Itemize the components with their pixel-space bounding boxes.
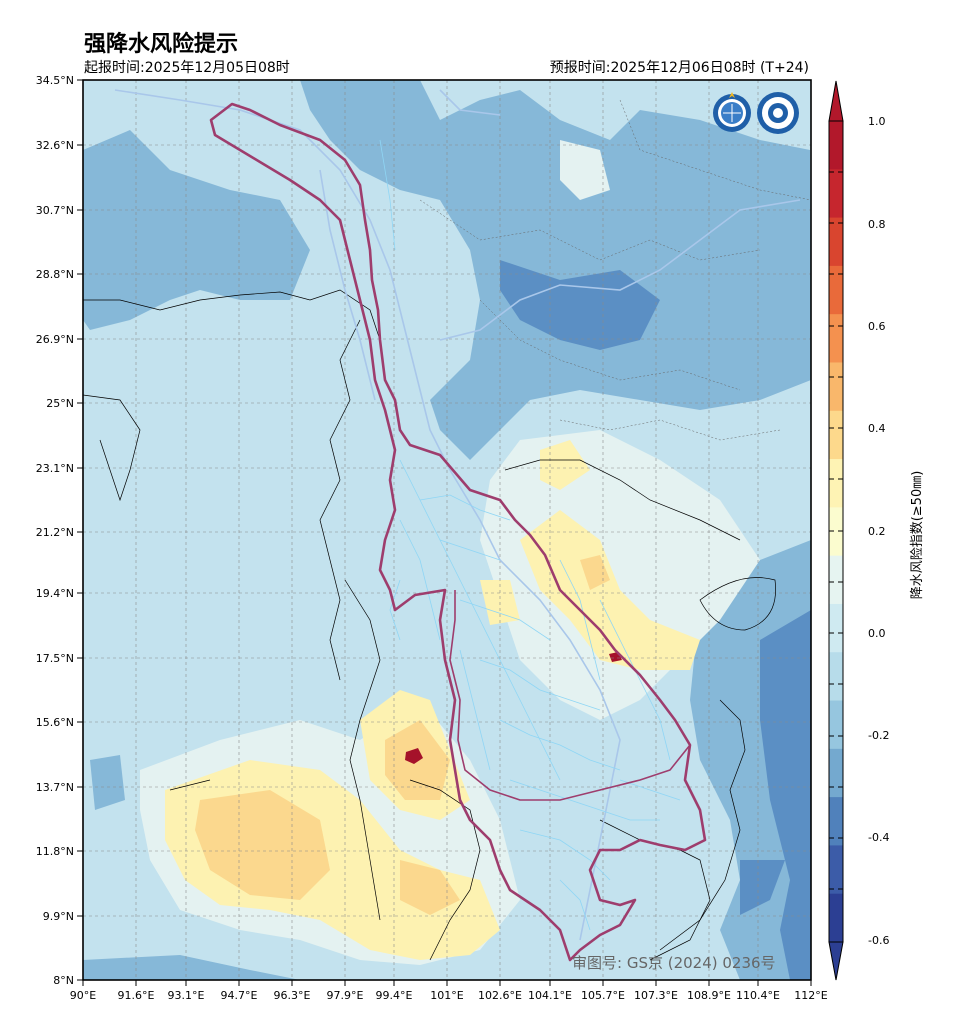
colorbar-segment xyxy=(829,459,843,508)
colorbar-segment xyxy=(829,652,843,702)
lat-label: 34.5°N xyxy=(36,74,74,87)
gridlines xyxy=(83,80,811,980)
colorbar-tick-label: 0.8 xyxy=(868,218,886,231)
colorbar-segment xyxy=(829,410,843,460)
lat-label: 13.7°N xyxy=(36,781,74,794)
colorbar-tick-label: -0.2 xyxy=(868,729,889,742)
lon-label: 104.1°E xyxy=(528,989,572,1002)
lat-label: 26.9°N xyxy=(36,333,74,346)
colorbar-segment xyxy=(829,314,843,363)
colorbar-segment xyxy=(829,362,843,412)
lon-label: 99.4°E xyxy=(376,989,413,1002)
valid-time: 预报时间:2025年12月06日08时 (T+24) xyxy=(549,60,809,76)
basin-boundary xyxy=(209,102,707,962)
lat-label: 15.6°N xyxy=(36,716,74,729)
lon-label: 90°E xyxy=(70,989,96,1002)
lat-label: 11.8°N xyxy=(36,845,74,858)
colorbar-segment xyxy=(829,121,843,170)
wmo-emblem-icon xyxy=(713,92,751,132)
colorbar-tick-label: -0.4 xyxy=(868,831,889,844)
lat-label: 9.9°N xyxy=(43,910,74,923)
lon-label: 105.7°E xyxy=(581,989,625,1002)
map-title: 强降水风险提示 xyxy=(84,32,239,57)
lat-label: 17.5°N xyxy=(36,652,74,665)
lon-label: 112°E xyxy=(794,989,827,1002)
colorbar-tick-label: 0.6 xyxy=(868,320,886,333)
lon-label: 102.6°E xyxy=(478,989,522,1002)
lat-label: 30.7°N xyxy=(36,204,74,217)
colorbar-segment xyxy=(829,700,843,750)
lat-label: 28.8°N xyxy=(36,268,74,281)
lon-label: 94.7°E xyxy=(221,989,258,1002)
colorbar xyxy=(828,80,844,981)
cma-emblem-icon xyxy=(757,92,799,134)
colorbar-segment xyxy=(829,169,843,219)
colorbar-segment xyxy=(829,217,843,267)
elevated-risk-zones xyxy=(195,555,610,915)
lat-label: 21.2°N xyxy=(36,526,74,539)
colorbar-tick-label: 0.2 xyxy=(868,525,886,538)
approval-number: 审图号: GS京 (2024) 0236号 xyxy=(572,954,776,972)
lat-label: 8°N xyxy=(53,974,74,987)
colorbar-segment xyxy=(829,893,843,943)
country-borders xyxy=(83,289,776,961)
colorbar-tick-label: 1.0 xyxy=(868,115,886,128)
lon-label: 107.3°E xyxy=(634,989,678,1002)
colorbar-segment xyxy=(829,797,843,846)
colorbar-segment xyxy=(829,845,843,895)
latitude-labels: 34.5°N 32.6°N 30.7°N 28.8°N 26.9°N 25°N … xyxy=(36,74,74,987)
subbasin-boundary xyxy=(449,590,691,801)
lat-label: 19.4°N xyxy=(36,587,74,600)
map-area xyxy=(83,80,811,980)
lon-label: 110.4°E xyxy=(736,989,780,1002)
lon-label: 108.9°E xyxy=(687,989,731,1002)
colorbar-tick-label: 0.0 xyxy=(868,627,886,640)
colorbar-label: 降水风险指数(≥50㎜) xyxy=(910,471,925,600)
lat-label: 23.1°N xyxy=(36,462,74,475)
lon-label: 93.1°E xyxy=(168,989,205,1002)
colorbar-segment xyxy=(829,265,843,315)
lon-label: 96.3°E xyxy=(274,989,311,1002)
lon-label: 97.9°E xyxy=(327,989,364,1002)
colorbar-tick-label: 0.4 xyxy=(868,422,886,435)
axis-ticks xyxy=(77,79,812,986)
longitude-labels: 90°E 91.6°E 93.1°E 94.7°E 96.3°E 97.9°E … xyxy=(70,989,828,1002)
colorbar-segment xyxy=(829,555,843,605)
colorbar-ticks: 1.0 0.8 0.6 0.4 0.2 0.0 -0.2 -0.4 -0.6 xyxy=(868,115,889,947)
colorbar-segment xyxy=(829,603,843,653)
lon-label: 101°E xyxy=(430,989,463,1002)
colorbar-tick-label: -0.6 xyxy=(868,934,889,947)
colorbar-min-arrow xyxy=(828,941,844,981)
lat-label: 32.6°N xyxy=(36,139,74,152)
tributary-rivers xyxy=(379,139,681,931)
colorbar-segment xyxy=(829,507,843,557)
colorbar-segment xyxy=(829,748,843,798)
colorbar-max-arrow xyxy=(828,80,844,122)
very-low-risk-zones xyxy=(500,260,811,980)
lat-label: 25°N xyxy=(46,397,74,410)
lon-label: 91.6°E xyxy=(118,989,155,1002)
init-time: 起报时间:2025年12月05日08时 xyxy=(84,60,290,76)
province-borders xyxy=(419,99,811,441)
